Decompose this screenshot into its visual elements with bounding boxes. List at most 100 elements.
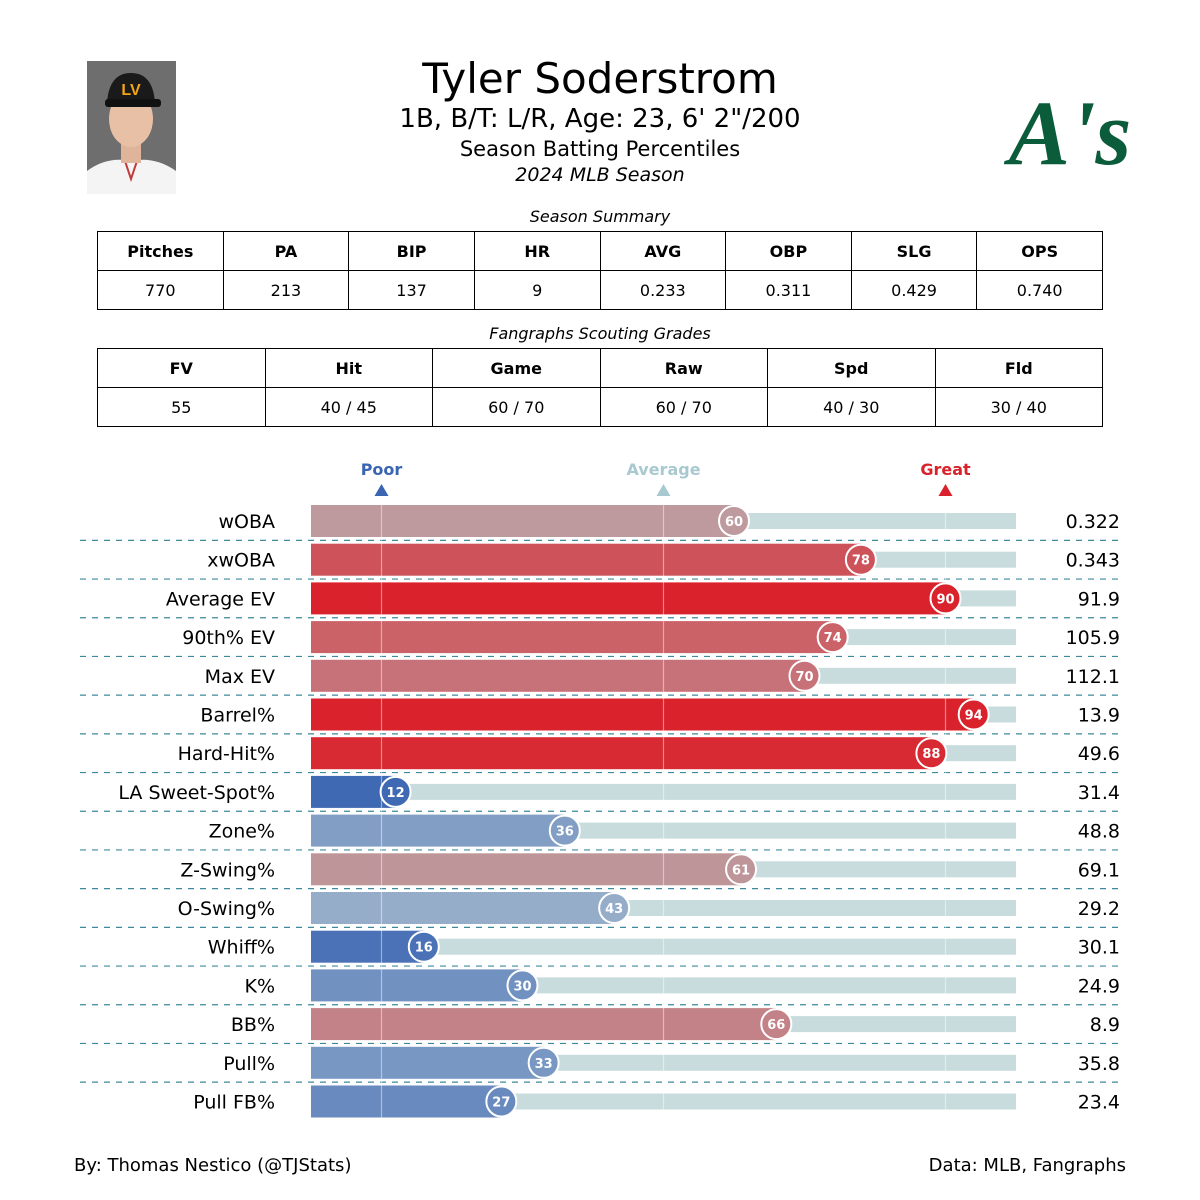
stat-label: Pull% [223, 1053, 275, 1075]
marker-label-average: Average [626, 460, 700, 479]
stat-label: wOBA [218, 511, 275, 533]
stat-label: xwOBA [207, 550, 275, 572]
stat-value: 30.1 [1078, 937, 1120, 959]
bar-track [311, 783, 1016, 800]
percentile-circle [506, 969, 539, 1002]
summary-value-cell: 0.233 [599, 270, 727, 310]
marker-label-poor: Poor [361, 460, 403, 479]
summary-caption: Season Summary [529, 207, 671, 226]
percentile-value: 30 [513, 979, 531, 994]
summary-header-row: Pitches PA BIP HR AVG OBP SLG OPS [97, 231, 1103, 271]
percentile-circle [718, 505, 750, 537]
stat-label: Pull FB% [193, 1092, 275, 1114]
percentile-bar [311, 737, 932, 770]
percentile-circle [929, 582, 962, 615]
percentile-bar [311, 1008, 777, 1041]
percentile-circle [527, 1046, 560, 1079]
marker-triangle-average [656, 484, 671, 496]
percentile-value: 94 [965, 709, 983, 724]
marker-triangle-great [938, 484, 953, 496]
summary-header-cell: Pitches [97, 231, 224, 271]
marker-triangle-poor [374, 484, 389, 496]
stat-label: Whiff% [208, 937, 275, 959]
stat-value: 23.4 [1078, 1092, 1120, 1114]
stat-value: 13.9 [1078, 705, 1120, 727]
percentile-bar [311, 892, 615, 924]
summary-header-cell: PA [222, 231, 350, 271]
stat-label: 90th% EV [182, 627, 275, 649]
percentile-circle [548, 814, 581, 847]
stat-value: 69.1 [1078, 859, 1120, 881]
percentile-bar [311, 698, 974, 731]
grades-value-cell: 60 / 70 [432, 387, 601, 427]
source-text: Data: MLB, Fangraphs [928, 1155, 1126, 1176]
percentile-bar [311, 969, 523, 1002]
player-name: Tyler Soderstrom [422, 54, 778, 103]
stat-value: 0.343 [1066, 550, 1120, 572]
summary-header-cell: SLG [850, 231, 978, 271]
percentile-value: 33 [535, 1057, 553, 1072]
summary-value-cell: 770 [97, 270, 224, 310]
percentile-circle [598, 892, 631, 924]
percentile-value: 43 [605, 902, 623, 917]
summary-header-cell: OPS [976, 231, 1103, 271]
stat-label: Zone% [209, 821, 275, 843]
stat-value: 49.6 [1078, 743, 1120, 765]
stat-value: 91.9 [1078, 588, 1120, 610]
percentile-value: 27 [492, 1096, 510, 1111]
percentile-value: 12 [387, 786, 405, 801]
percentile-circle [407, 930, 440, 963]
percentile-circle [485, 1085, 518, 1118]
player-info: 1B, B/T: L/R, Age: 23, 6' 2"/200 [399, 104, 801, 134]
percentile-bar [311, 543, 861, 576]
percentile-circle [816, 621, 849, 654]
stat-value: 105.9 [1066, 627, 1120, 649]
percentile-value: 16 [415, 941, 433, 956]
stat-label: Average EV [166, 588, 275, 610]
grades-header-cell: Hit [264, 348, 433, 388]
percentile-bar [311, 505, 734, 537]
stat-value: 35.8 [1078, 1053, 1120, 1075]
stat-label: Z-Swing% [180, 859, 275, 881]
percentile-bar [311, 853, 742, 886]
team-logo: A's [1000, 72, 1140, 184]
percentile-value: 66 [767, 1018, 785, 1033]
percentile-value: 60 [725, 515, 743, 530]
percentile-bar [311, 814, 565, 847]
stat-value: 31.4 [1078, 782, 1120, 804]
percentile-circle [788, 659, 821, 692]
summary-value-cell: 213 [222, 270, 350, 310]
percentile-circle [915, 737, 948, 770]
stat-label: LA Sweet-Spot% [118, 782, 275, 804]
stat-value: 29.2 [1078, 898, 1120, 920]
percentile-circle [957, 698, 990, 731]
grades-header-cell: Fld [934, 348, 1103, 388]
grades-header-cell: FV [97, 348, 266, 388]
percentile-bar [311, 930, 424, 963]
stat-label: Hard-Hit% [178, 743, 275, 765]
grades-header-cell: Raw [599, 348, 768, 388]
percentile-bar [311, 1085, 502, 1118]
stat-label: Max EV [205, 666, 275, 688]
summary-header-cell: AVG [599, 231, 727, 271]
bar-track [311, 938, 1016, 955]
percentile-value: 36 [556, 825, 574, 840]
marker-label-great: Great [920, 460, 971, 479]
summary-table: Pitches PA BIP HR AVG OBP SLG OPS 770 21… [97, 231, 1103, 310]
stat-label: Barrel% [200, 705, 275, 727]
grades-header-cell: Game [432, 348, 601, 388]
summary-value-cell: 137 [348, 270, 475, 310]
percentile-bar [311, 659, 805, 692]
summary-value-cell: 0.740 [976, 270, 1103, 310]
season-label: 2024 MLB Season [515, 164, 685, 186]
stat-value: 0.322 [1066, 511, 1120, 533]
grades-value-cell: 40 / 30 [767, 387, 936, 427]
percentile-value: 78 [852, 554, 870, 569]
percentile-value: 88 [922, 747, 940, 762]
summary-value-cell: 9 [473, 270, 601, 310]
stat-value: 48.8 [1078, 821, 1120, 843]
grades-header-row: FV Hit Game Raw Spd Fld [97, 348, 1103, 388]
stat-label: BB% [231, 1014, 275, 1036]
percentile-value: 90 [936, 592, 954, 607]
grades-value-cell: 30 / 40 [934, 387, 1103, 427]
